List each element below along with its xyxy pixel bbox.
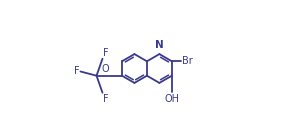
Text: Br: Br: [182, 56, 193, 66]
Text: F: F: [74, 66, 80, 76]
Text: F: F: [103, 94, 109, 103]
Text: F: F: [103, 48, 109, 58]
Text: N: N: [155, 40, 164, 50]
Text: OH: OH: [164, 94, 179, 104]
Text: O: O: [101, 64, 109, 74]
